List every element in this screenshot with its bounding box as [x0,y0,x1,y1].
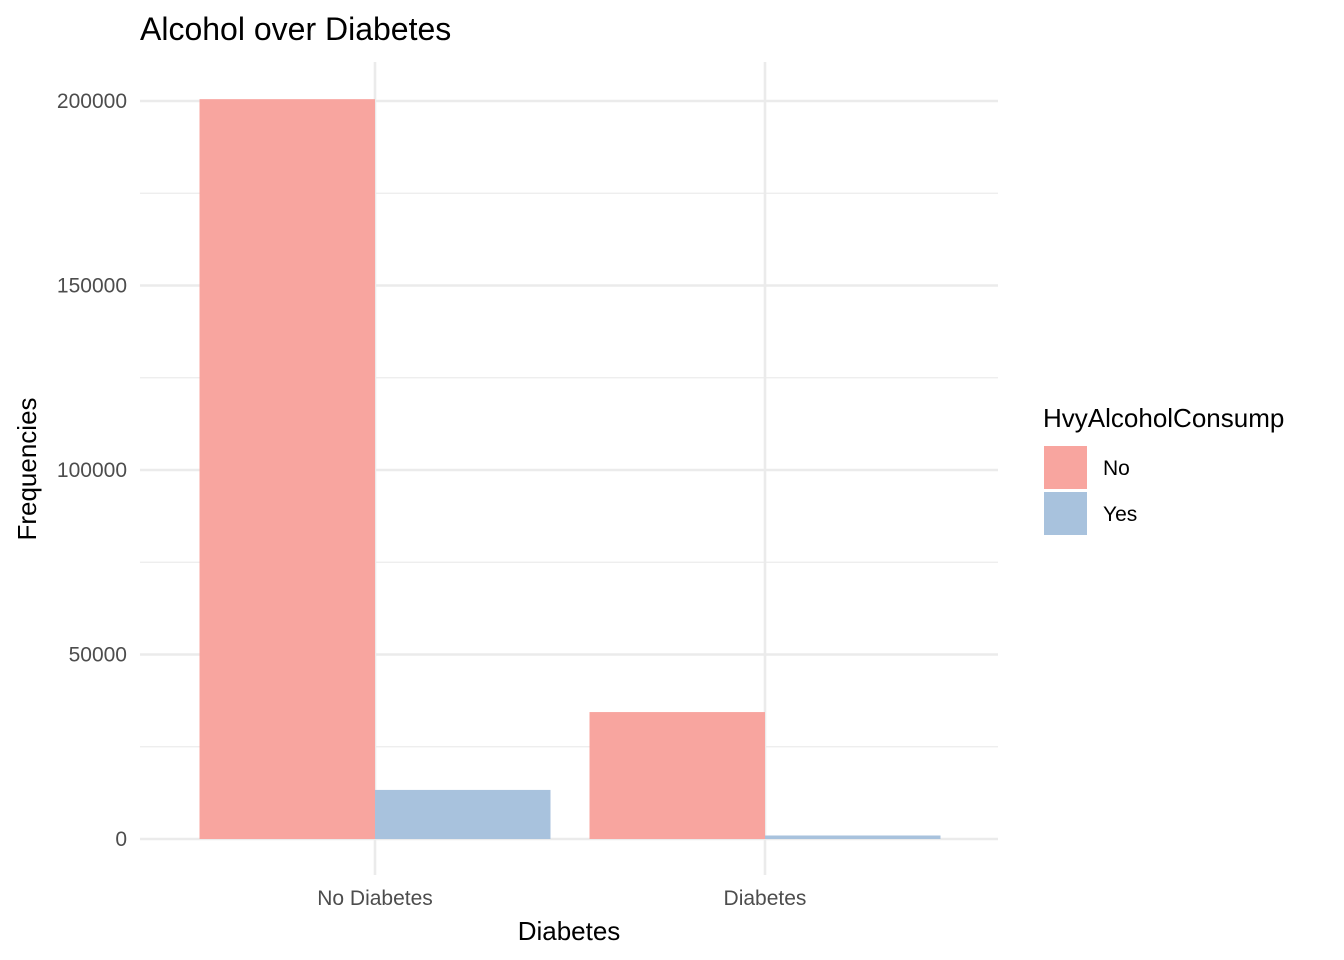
x-axis-ticks: No Diabetes Diabetes [317,887,806,910]
bar [589,712,765,839]
chart-title: Alcohol over Diabetes [140,11,451,47]
legend-swatch [1044,446,1087,489]
legend-title: HvyAlcoholConsump [1043,403,1284,433]
legend-label: Yes [1103,503,1137,526]
bar [765,835,941,839]
y-tick-label: 100000 [57,459,127,482]
y-tick-label: 150000 [57,275,127,298]
x-tick-label: No Diabetes [317,887,433,910]
legend-swatch [1044,492,1087,535]
y-axis-ticks: 0 50000 100000 150000 200000 [57,90,127,851]
y-tick-label: 0 [115,828,127,851]
legend-items: No Yes [1044,446,1137,535]
bar [199,99,375,839]
bar [375,789,551,839]
bars [199,99,941,839]
legend: HvyAlcoholConsump No Yes [1043,403,1284,535]
x-tick-label: Diabetes [724,887,807,910]
y-axis-title: Frequencies [12,397,42,540]
legend-label: No [1103,457,1130,480]
y-tick-label: 50000 [69,644,127,667]
y-tick-label: 200000 [57,90,127,113]
x-axis-title: Diabetes [518,916,621,946]
